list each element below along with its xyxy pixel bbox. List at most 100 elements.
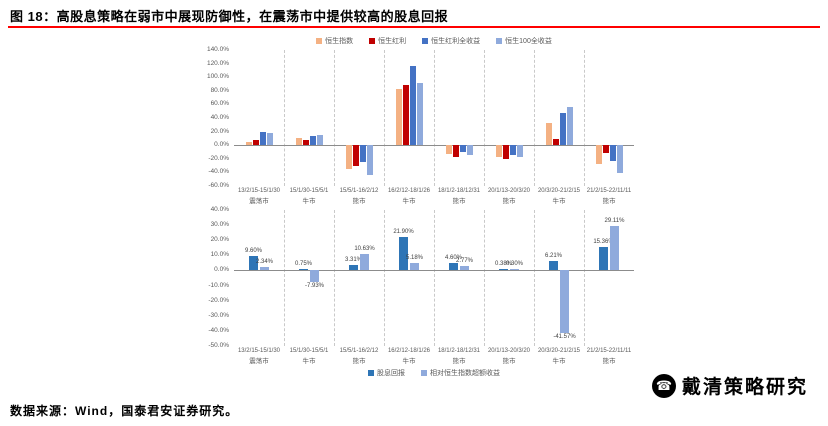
legend-series-label: 恒生指数 xyxy=(325,38,354,45)
chart-legend: 恒生指数 恒生红利 恒生红利全收益 恒生100全收益 xyxy=(234,35,634,47)
x-date-label: 16/2/12-18/1/26 xyxy=(387,348,431,354)
bar xyxy=(416,82,423,146)
y-tick-label: 20.0% xyxy=(210,236,229,244)
x-date-label: 15/1/30-15/5/1 xyxy=(289,348,329,354)
bar xyxy=(510,269,519,271)
bar xyxy=(609,145,616,161)
bar xyxy=(549,261,558,271)
bar xyxy=(316,135,323,146)
y-tick-label: 120.0% xyxy=(206,59,229,67)
y-tick-label: -40.0% xyxy=(208,326,229,334)
legend-series-label: 恒生红利 xyxy=(378,38,407,45)
y-tick-label: 0.0% xyxy=(214,266,229,274)
y-tick-label: 100.0% xyxy=(206,73,229,81)
bar xyxy=(449,263,458,271)
dividend-return-decomposition-chart: 40.0% 30.0% 20.0% 10.0% 0.0% -10.0% -20.0% -30.… xyxy=(194,206,634,382)
y-axis: 40.0% 30.0% 20.0% 10.0% 0.0% -10.0% -20.0% -30.… xyxy=(194,206,234,349)
legend-swatch xyxy=(496,38,503,44)
x-date-label: 20/3/20-21/2/15 xyxy=(537,188,581,194)
bar xyxy=(495,145,502,158)
bar xyxy=(559,113,566,146)
chart-legend: 股息回报 相对恒生指数超额收益 xyxy=(234,367,634,379)
bar xyxy=(299,269,308,271)
legend-item: 恒生指数 xyxy=(316,36,353,46)
index-performance-chart: 恒生指数 恒生红利 恒生红利全收益 恒生100全收益 140.0% 120.0% 100.0… xyxy=(194,33,634,205)
zero-axis-line xyxy=(234,270,634,272)
bar xyxy=(499,269,508,271)
legend-swatch xyxy=(368,370,374,376)
bar xyxy=(566,107,573,146)
x-axis-group: 16/2/12-18/1/26 牛市 xyxy=(384,348,434,365)
bar-value-label: 6.21% xyxy=(544,253,563,260)
x-phase-label: 熊市 xyxy=(602,198,616,205)
bar xyxy=(249,255,258,271)
legend-swatch xyxy=(421,370,427,376)
brand-logo: ☎ 戴清策略研究 xyxy=(651,372,808,399)
bar-value-label: 0.75% xyxy=(294,261,313,268)
bar xyxy=(460,266,469,271)
bar xyxy=(310,270,319,283)
legend-swatch xyxy=(316,38,323,44)
x-date-label: 21/2/15-22/11/11 xyxy=(586,348,632,354)
group-separator-gridline xyxy=(434,210,435,346)
x-phase-label: 熊市 xyxy=(452,358,466,365)
bar xyxy=(259,131,266,146)
bar xyxy=(445,145,452,155)
bar xyxy=(459,145,466,152)
figure-title: 图 18：高股息策略在弱市中展现防御性，在震荡市中提供较高的股息回报 xyxy=(10,9,449,24)
x-phase-label: 牛市 xyxy=(552,198,566,205)
group-separator-gridline xyxy=(434,50,435,186)
group-separator-gridline xyxy=(584,50,585,186)
bar xyxy=(349,265,358,271)
y-axis: 140.0% 120.0% 100.0% 80.0% 60.0% 40.0% 20.0% 0.… xyxy=(194,46,234,189)
bar xyxy=(359,145,366,162)
x-phase-label: 熊市 xyxy=(502,358,516,365)
bar xyxy=(295,138,302,146)
bar xyxy=(545,123,552,146)
y-tick-label: 40.0% xyxy=(210,206,229,213)
x-phase-label: 熊市 xyxy=(452,198,466,205)
brand-name: 戴清策略研究 xyxy=(681,377,808,398)
bar xyxy=(410,262,419,271)
x-axis-group: 20/3/20-21/2/15 牛市 xyxy=(534,348,584,365)
bar-value-label: -7.93% xyxy=(304,283,325,290)
plot-area: 9.60% 0.75% 3.31% 21.90% 4.60% 0.38% 6.21% 15.3… xyxy=(234,210,634,346)
y-tick-label: 140.0% xyxy=(206,46,229,53)
legend-series-label: 恒生100全收益 xyxy=(505,38,552,45)
x-axis-group: 15/5/1-16/2/12 熊市 xyxy=(334,348,384,365)
bar xyxy=(616,145,623,174)
x-axis-group: 13/2/15-15/1/30 震荡市 xyxy=(234,348,284,365)
group-separator-gridline xyxy=(534,210,535,346)
x-date-label: 15/1/30-15/5/1 xyxy=(289,188,329,194)
x-axis: 13/2/15-15/1/30 震荡市 15/1/30-15/5/1 牛市 15/5/1… xyxy=(234,188,634,205)
group-separator-gridline xyxy=(384,50,385,186)
bar xyxy=(402,85,409,146)
bar-value-label: 2.77% xyxy=(455,258,474,265)
y-tick-label: 20.0% xyxy=(210,127,229,135)
x-phase-label: 震荡市 xyxy=(249,198,269,205)
x-phase-label: 熊市 xyxy=(502,198,516,205)
group-separator-gridline xyxy=(534,50,535,186)
bar xyxy=(452,145,459,157)
bar xyxy=(610,226,619,271)
group-separator-gridline xyxy=(284,210,285,346)
bar-value-label: 2.34% xyxy=(255,258,274,265)
x-phase-label: 震荡市 xyxy=(249,358,269,365)
x-date-label: 18/1/2-18/12/31 xyxy=(437,188,481,194)
plot-row: 140.0% 120.0% 100.0% 80.0% 60.0% 40.0% 20.0% 0.… xyxy=(194,46,634,189)
bar-value-label: 5.18% xyxy=(405,254,424,261)
bar xyxy=(366,145,373,176)
x-axis-group: 15/1/30-15/5/1 牛市 xyxy=(284,348,334,365)
x-date-label: 13/2/15-15/1/30 xyxy=(237,348,281,354)
legend-series-label: 股息回报 xyxy=(377,370,405,377)
y-tick-label: 0.0% xyxy=(214,141,229,149)
x-date-label: 20/3/20-21/2/15 xyxy=(537,348,581,354)
zero-axis-line xyxy=(234,145,634,147)
legend-series-label: 相对恒生指数超额收益 xyxy=(430,370,500,377)
x-date-label: 15/5/1-16/2/12 xyxy=(339,188,379,194)
y-tick-label: 40.0% xyxy=(210,114,229,121)
bar xyxy=(560,270,569,334)
bar xyxy=(352,145,359,166)
bar xyxy=(360,254,369,271)
legend-item: 相对恒生指数超额收益 xyxy=(421,368,500,378)
